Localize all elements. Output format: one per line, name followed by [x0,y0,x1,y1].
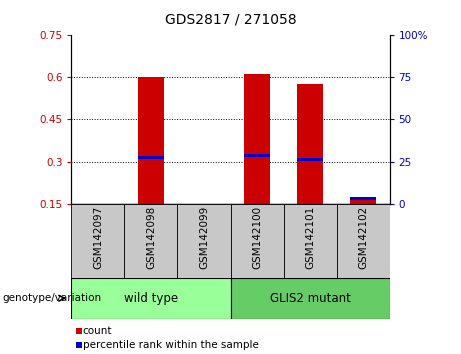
Text: GSM142099: GSM142099 [199,206,209,269]
Bar [230,278,390,319]
Text: GSM142101: GSM142101 [305,206,315,269]
Bar [337,204,390,278]
Bar [177,204,230,278]
Bar [284,204,337,278]
Text: count: count [83,326,112,336]
Bar [71,278,230,319]
Text: GSM142100: GSM142100 [252,206,262,269]
Bar [76,342,82,348]
Bar [244,74,270,204]
Bar [124,204,177,278]
Bar [350,199,376,204]
Bar [76,328,82,334]
Text: GSM142098: GSM142098 [146,206,156,269]
Text: wild type: wild type [124,292,178,305]
Text: GLIS2 mutant: GLIS2 mutant [270,292,350,305]
Text: GSM142102: GSM142102 [358,206,368,269]
Bar [71,204,124,278]
Bar [230,204,284,278]
Bar [138,77,164,204]
Text: percentile rank within the sample: percentile rank within the sample [83,340,259,350]
Bar [244,154,270,157]
Text: genotype/variation: genotype/variation [2,293,101,303]
Bar [350,197,376,200]
Bar [297,158,323,161]
Text: GDS2817 / 271058: GDS2817 / 271058 [165,12,296,27]
Text: GSM142097: GSM142097 [93,206,103,269]
Bar [138,156,164,159]
Bar [297,85,323,204]
